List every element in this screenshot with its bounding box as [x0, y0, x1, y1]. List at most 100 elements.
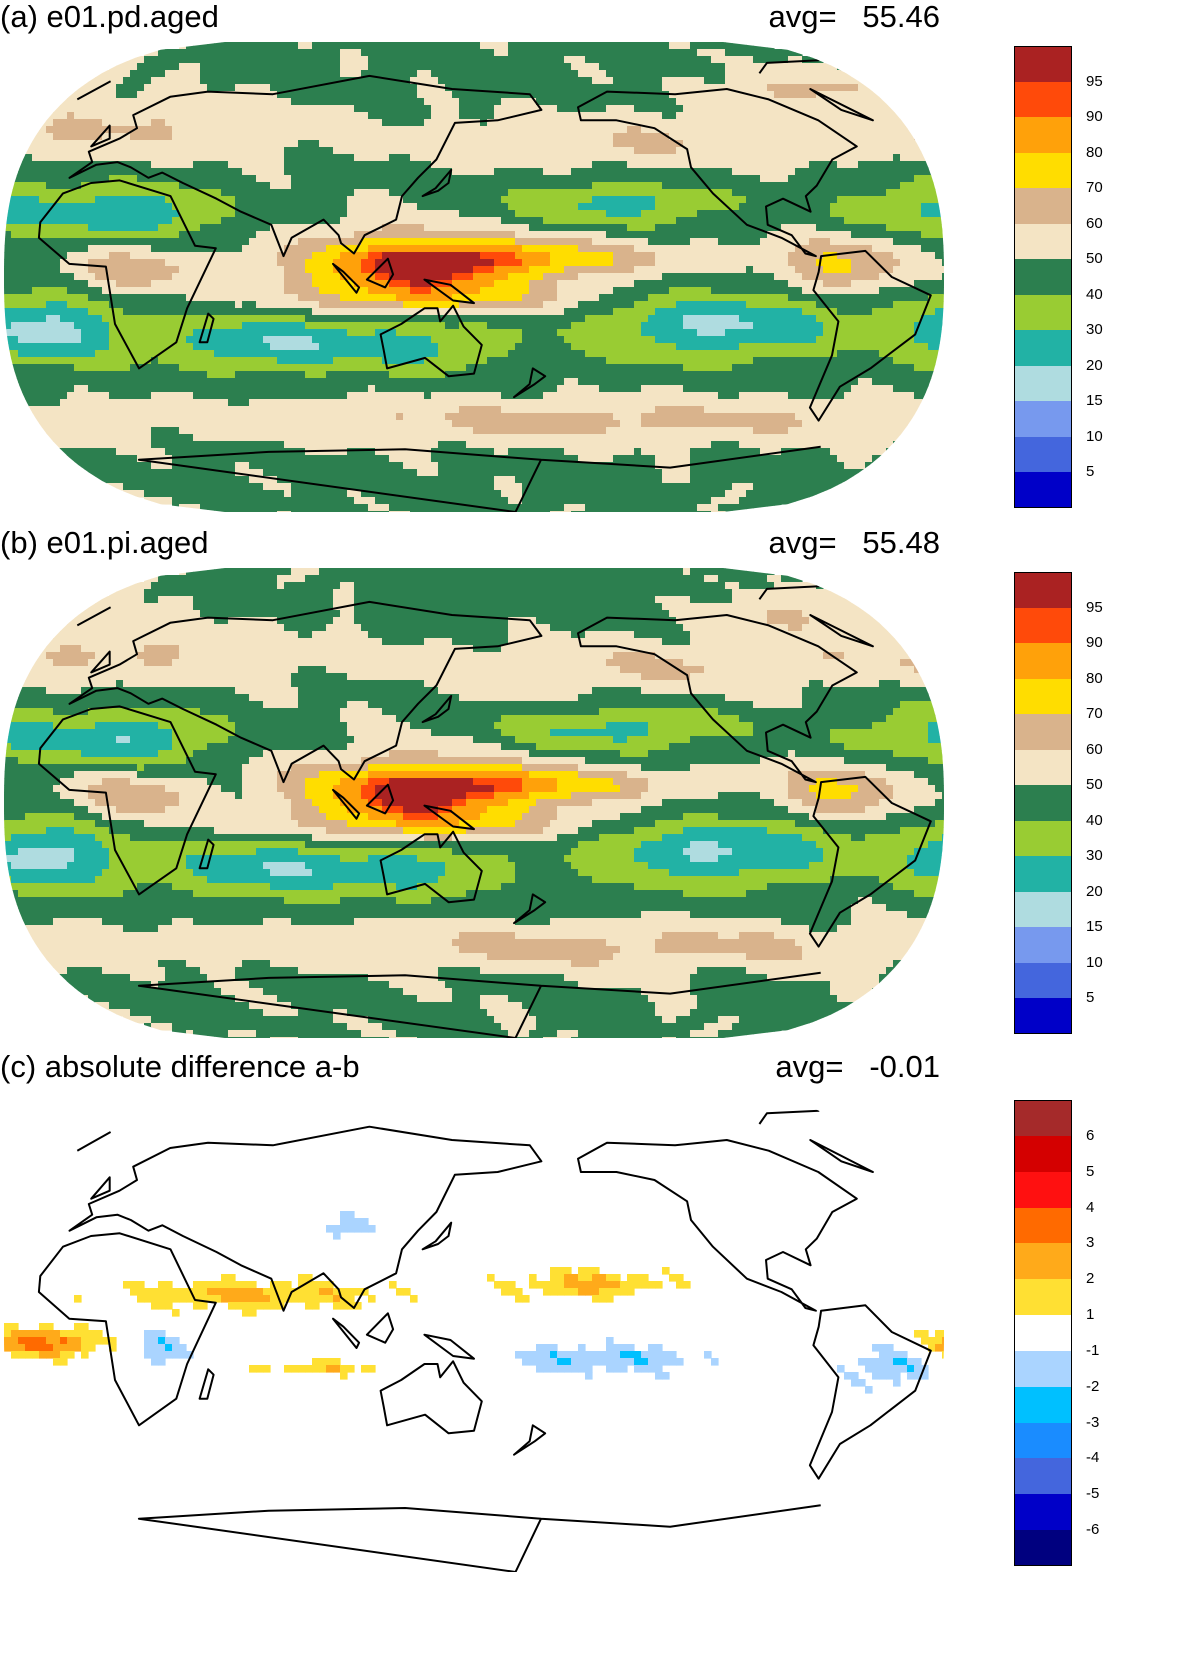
colorbar-cell [1014, 1458, 1072, 1495]
map-b [4, 568, 944, 1038]
colorbar-label: 15 [1086, 918, 1103, 936]
colorbar-cell [1014, 188, 1072, 225]
colorbar-label: 95 [1086, 598, 1103, 616]
colorbar-label: -3 [1086, 1413, 1100, 1431]
colorbar-label: 70 [1086, 705, 1103, 723]
colorbar-label: 20 [1086, 356, 1103, 374]
coastline [198, 838, 215, 870]
colorbar-cell [1014, 330, 1072, 367]
coastline [513, 893, 547, 925]
panel-b-avg: avg= 55.48 [768, 526, 940, 560]
colorbar-cell [1014, 962, 1072, 999]
panel-b-avg-value: 55.48 [862, 525, 940, 560]
colorbar-cell [1014, 46, 1072, 83]
colorbar-label: 80 [1086, 669, 1103, 687]
colorbar-cell [1014, 117, 1072, 154]
colorbar-label: 60 [1086, 214, 1103, 232]
colorbar-cell [1014, 607, 1072, 644]
coastline [808, 1304, 932, 1480]
panel-c-avg-value: -0.01 [869, 1049, 940, 1084]
panel-c: (c) absolute difference a-b avg= -0.01 6… [0, 1050, 1183, 1676]
coastline [379, 304, 483, 378]
panel-b-title: (b) e01.pi.aged [0, 525, 209, 560]
colorbar-label: 15 [1086, 392, 1103, 410]
colorbar-cell [1014, 1135, 1072, 1173]
colorbar-label: 40 [1086, 285, 1103, 303]
colorbar-cell [1014, 223, 1072, 260]
coastline [423, 1333, 475, 1360]
field-cells [4, 568, 944, 1038]
coastline [513, 367, 547, 399]
coastline [332, 788, 361, 820]
coastlines [37, 1109, 932, 1572]
colorbar-label: 10 [1086, 953, 1103, 971]
colorbar-cell [1014, 1386, 1072, 1424]
colorbar-label: -4 [1086, 1449, 1100, 1467]
colorbar-label: 60 [1086, 740, 1103, 758]
field-cells [4, 42, 944, 512]
colorbar-cell [1014, 436, 1072, 473]
colorbar-cell [1014, 785, 1072, 822]
panel-b-avg-label: avg= [768, 525, 837, 560]
coastline [137, 1504, 821, 1572]
colorbar-cell [1014, 1171, 1072, 1209]
colorbar-label: 4 [1086, 1198, 1095, 1216]
coastline [68, 600, 543, 784]
colorbar-cell [1014, 294, 1072, 331]
panel-a-avg-label: avg= [768, 0, 837, 34]
coastline [137, 971, 821, 1038]
colorbar-label: -5 [1086, 1485, 1100, 1503]
colorbar-cell [1014, 1279, 1072, 1316]
coastline [808, 249, 932, 422]
colorbar-cell [1014, 1350, 1072, 1388]
panel-b: (b) e01.pi.aged avg= 55.48 95 90 80 70 60 50 4… [0, 526, 1183, 1056]
panel-a-title: (a) e01.pd.aged [0, 0, 219, 34]
colorbar-label: 10 [1086, 427, 1103, 445]
colorbar-label: 95 [1086, 72, 1103, 90]
coastline [198, 312, 215, 344]
colorbar-cell [1014, 1243, 1072, 1280]
colorbar-label: 50 [1086, 250, 1103, 268]
panel-c-avg-label: avg= [775, 1049, 844, 1084]
coastline [379, 830, 483, 904]
panel-a-avg-value: 55.46 [862, 0, 940, 34]
coastline [76, 585, 874, 648]
colorbar-label: 90 [1086, 108, 1103, 126]
coastline [76, 59, 874, 122]
coastline [198, 1368, 215, 1400]
colorbar-cell [1014, 1315, 1072, 1352]
map-a [4, 42, 944, 512]
colorbar-label: 40 [1086, 811, 1103, 829]
coastline [421, 168, 453, 198]
coastline [90, 124, 111, 148]
colorbar-cell [1014, 714, 1072, 751]
colorbar-cell [1014, 856, 1072, 893]
coastline [37, 705, 217, 896]
colorbar-cell [1014, 1207, 1072, 1244]
coastline [513, 1424, 547, 1456]
colorbar-label: -1 [1086, 1341, 1100, 1359]
coastline [423, 804, 475, 831]
colorbar-cell [1014, 572, 1072, 609]
colorbar-cell [1014, 152, 1072, 189]
colorbar-label: -6 [1086, 1521, 1100, 1539]
panel-a-avg: avg= 55.46 [768, 0, 940, 34]
colorbar-cell [1014, 678, 1072, 715]
coastline [37, 1232, 217, 1427]
colorbar-cell [1014, 1494, 1072, 1531]
coastline [365, 783, 395, 815]
coastline [365, 1312, 395, 1344]
colorbar-label: 80 [1086, 143, 1103, 161]
coastlines [37, 585, 932, 1038]
colorbar-label: 1 [1086, 1306, 1095, 1324]
coastline [76, 1109, 874, 1173]
colorbar-cell [1014, 401, 1072, 438]
field-cells [4, 1211, 944, 1394]
colorbar-label: -2 [1086, 1377, 1100, 1395]
colorbar-cell [1014, 998, 1072, 1035]
colorbar-cell [1014, 643, 1072, 680]
colorbar-cell [1014, 81, 1072, 118]
coastline [68, 1125, 543, 1312]
colorbar-cell [1014, 1422, 1072, 1459]
coastline [379, 1360, 483, 1435]
